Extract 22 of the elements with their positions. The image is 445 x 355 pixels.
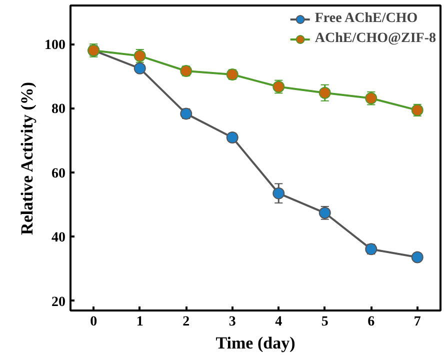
x-tick-label: 6 [368,314,375,330]
point [226,131,238,144]
legend-label: Free AChE/CHO [314,11,418,27]
point [272,187,285,200]
y-tick-label: 80 [52,102,66,118]
x-tick-label: 4 [275,314,282,330]
x-tick-label: 0 [90,314,98,330]
point [411,251,424,264]
y-axis-title: Relative Activity (%) [18,82,36,235]
y-tick-label: 100 [44,38,66,54]
legend-label: AChE/CHO@ZIF-8 [314,31,436,47]
y-tick-label: 40 [52,230,66,246]
x-tick-label: 2 [182,314,190,330]
y-tick-label: 60 [52,166,66,182]
x-tick-label: 5 [321,314,328,330]
point [318,86,331,99]
y-tick-label: 20 [52,294,66,310]
point [134,62,146,74]
x-axis-title: Time (day) [216,334,296,352]
x-tick-label: 3 [228,314,236,330]
x-tick-label: 7 [414,314,421,330]
x-tick-label: 1 [136,314,144,330]
